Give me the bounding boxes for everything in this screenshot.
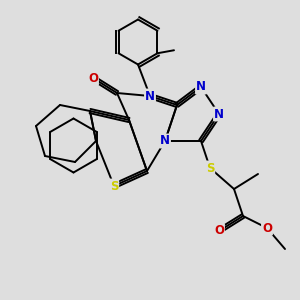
Text: O: O — [262, 221, 272, 235]
Text: S: S — [110, 179, 118, 193]
Text: O: O — [88, 71, 98, 85]
Text: S: S — [206, 161, 214, 175]
Text: O: O — [214, 224, 224, 238]
Text: N: N — [196, 80, 206, 94]
Text: N: N — [214, 107, 224, 121]
Text: N: N — [160, 134, 170, 148]
Text: N: N — [145, 89, 155, 103]
